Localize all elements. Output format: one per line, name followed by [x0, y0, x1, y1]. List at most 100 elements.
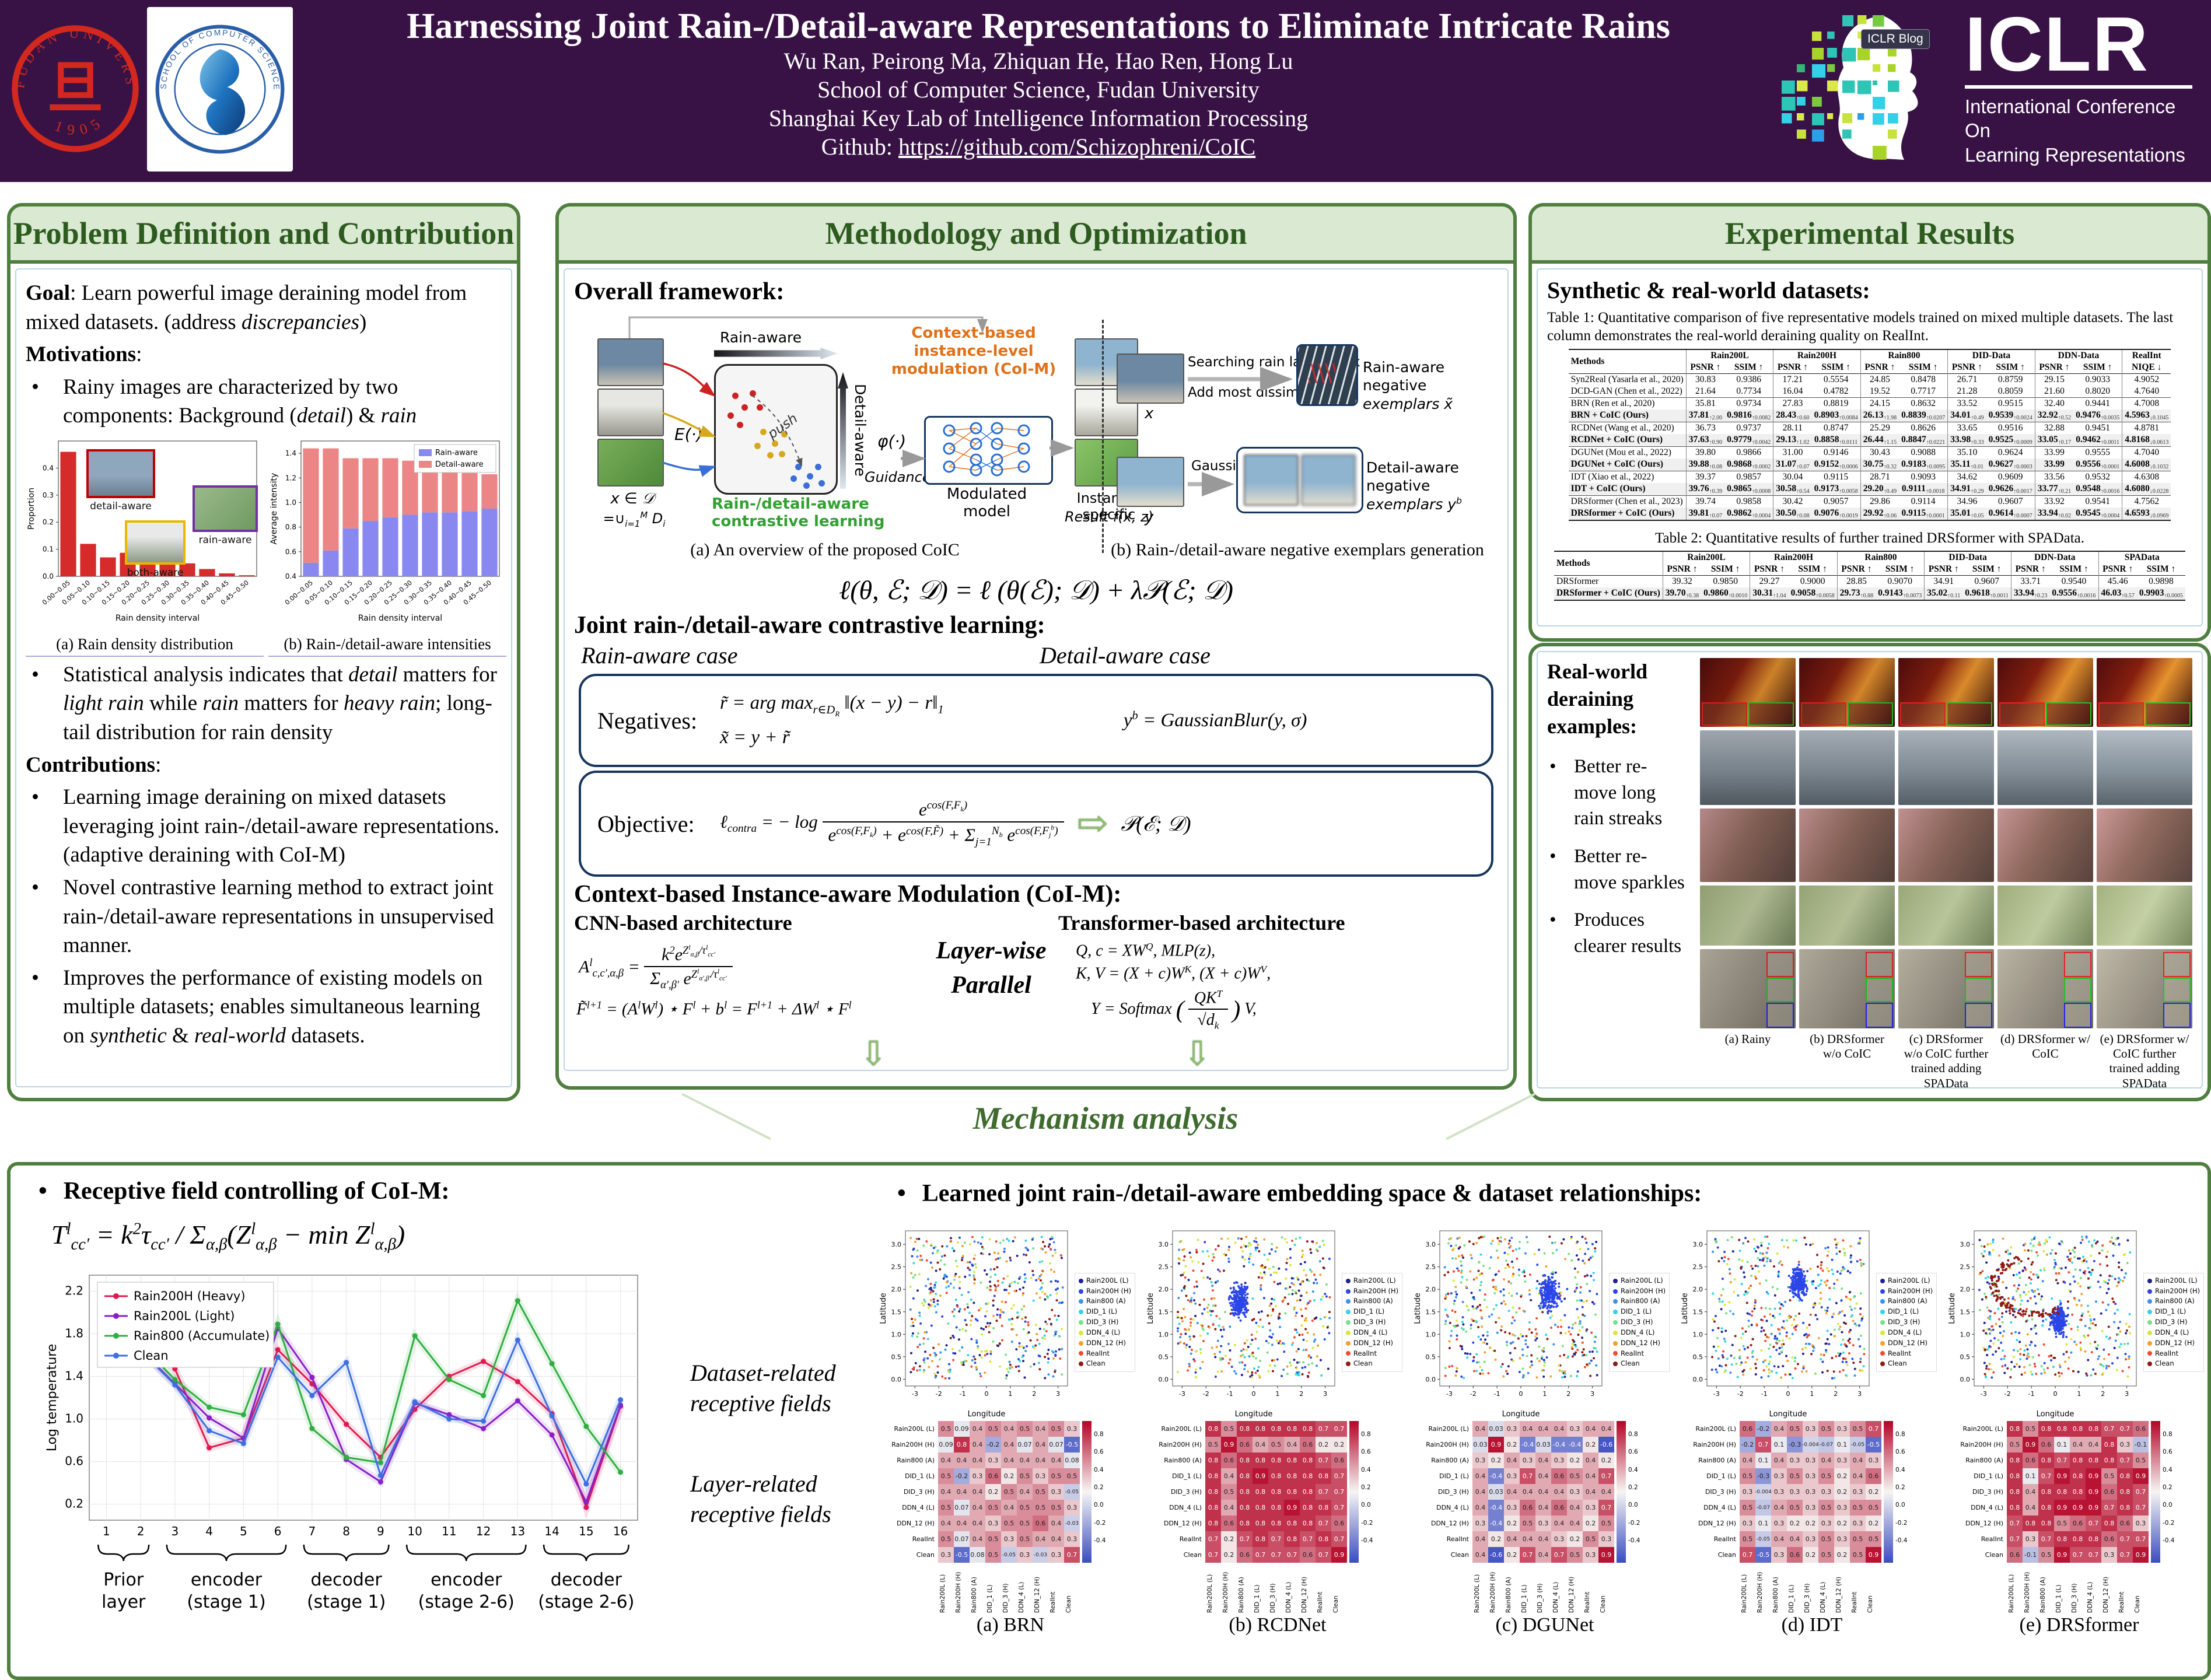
- heatmap-cell: 0.4: [1504, 1531, 1520, 1547]
- colorbar-tick: -0.4: [2163, 1537, 2175, 1545]
- heatmap-cell: 0.5: [1001, 1484, 1017, 1500]
- mosaic-square: [1827, 80, 1838, 92]
- objective-label: Objective:: [597, 810, 695, 837]
- school-seal-swirl: [200, 49, 246, 135]
- heatmap-col-label-text: RealInt: [1851, 1591, 1858, 1613]
- legend-dot: [1880, 1278, 1885, 1283]
- legend-label: DID_3 (H): [1086, 1318, 1119, 1326]
- heatmap-row-label: Rain200L (L): [1695, 1425, 1736, 1433]
- example-image: [1898, 886, 1994, 946]
- heatmap-row: Rain200H (H) 0.09 0.8 0.4 -0.2 0.4 0.07 0.4 0.07…: [879, 1437, 1142, 1452]
- heatmap-cell: 0.9: [1284, 1500, 1300, 1516]
- svg-text:1.5: 1.5: [1693, 1308, 1703, 1316]
- svg-text:0.6: 0.6: [65, 1454, 83, 1468]
- heatmap-cell: 0.3: [1834, 1500, 1850, 1516]
- scatter-legend: Rain200L (L) Rain200H (H) Rain800 (A) DID_1…: [1876, 1272, 1937, 1373]
- legend-label: Rain200H (H): [2155, 1286, 2200, 1295]
- heatmap-cell: 0.4: [1818, 1452, 1834, 1468]
- table-header: SSIM ↑: [1885, 564, 1915, 574]
- table-header: SPAData: [2098, 551, 2186, 564]
- github-link[interactable]: https://github.com/Schizophreni/CoIC: [898, 133, 1256, 160]
- eq-neg-rain-2: x̃ = y + r̃: [720, 726, 790, 748]
- heatmap-row-label: Rain200H (H): [891, 1441, 935, 1448]
- table-header: Rain200L: [1662, 551, 1750, 564]
- value-cell: 39.80: [1685, 446, 1725, 459]
- legend-item: DID_1 (L): [1613, 1307, 1666, 1317]
- heatmap-col-label-text: Rain200H (H): [2024, 1572, 2031, 1613]
- table-row: DGUNet + CoIC (Ours) 39.88↑0.08 0.9868↑0.0…: [1568, 458, 2171, 471]
- heatmap-cell: 0.2: [1583, 1437, 1598, 1452]
- heatmap-row-label: DDN_12 (H): [1430, 1520, 1469, 1527]
- school-logo: SCHOOL OF COMPUTER SCIENCE FUDAN UNIVERS…: [144, 0, 293, 172]
- negatives-detail-eq: yb = GaussianBlur(y, σ): [1123, 709, 1307, 731]
- heatmap-cell: -0.03: [1064, 1516, 1080, 1531]
- value-cell: 4.7640: [2122, 385, 2171, 397]
- value-cell: 0.8747: [1823, 422, 1849, 433]
- legend-dot: [1880, 1362, 1885, 1367]
- example-image: [2097, 886, 2192, 946]
- svg-text:3.0: 3.0: [891, 1241, 902, 1248]
- heatmap-col-label: DID_1 (L): [1787, 1563, 1803, 1613]
- heatmap-cell: 0.3: [985, 1452, 1001, 1468]
- value-cell: 33.94↑0.02: [2034, 507, 2074, 520]
- mosaic-square: [1782, 113, 1792, 124]
- heatmap-col-label-text: Rain200L (L): [939, 1574, 946, 1613]
- rain-aware-gradient-arrow: [714, 348, 838, 359]
- value-cell: 0.9737: [1736, 422, 1761, 433]
- value-cell: 0.9865↑0.0008: [1727, 483, 1771, 495]
- svg-text:3.0: 3.0: [1426, 1241, 1436, 1248]
- heatmap-col-labels: Rain200L (L) Rain200H (H) Rain800 (A) DID_1…: [1146, 1563, 1409, 1613]
- contrastive-learning-line1: Rain-/detail-aware: [712, 495, 869, 513]
- table-header: PSNR ↑: [1750, 563, 1789, 576]
- heatmap-cell: 0.6: [1551, 1468, 1567, 1484]
- heatmap-cell: 0.5: [1818, 1547, 1834, 1563]
- detail-aware-axis-label: Detail-aware: [852, 384, 869, 477]
- heatmap-row: DDN_4 (L) 0.5 0.07 0.4 0.5 0.4 0.5 0.5 0.5 0.3: [879, 1500, 1142, 1516]
- svg-text:-3: -3: [1713, 1390, 1720, 1398]
- legend-item: Clean: [2147, 1359, 2200, 1369]
- heatmap-cell: 0.1: [1771, 1437, 1787, 1452]
- heatmap-colorbar: 0.8 0.6 0.4 0.2 0.0 -0.2 -0.4: [1082, 1421, 1106, 1563]
- heatmap-cell: 0.5: [1818, 1421, 1834, 1437]
- heatmap-cell: -0.4: [1520, 1437, 1535, 1452]
- heatmap-row: DDN_12 (H) 0.8 0.6 0.8 0.8 0.8 0.8 0.8 0.7 0.6: [1146, 1516, 1409, 1531]
- svg-text:1: 1: [2077, 1390, 2081, 1398]
- value-cell: 0.9624: [1997, 447, 2023, 457]
- legend-label: Rain200L (L): [1888, 1276, 1930, 1284]
- legend-dot: [1346, 1310, 1351, 1315]
- example-image: [1799, 730, 1895, 805]
- heatmap-cell: 0.4: [1583, 1468, 1598, 1484]
- zoom-inset-red: [1900, 702, 1946, 726]
- zoom-inset-green: [2144, 702, 2191, 726]
- heatmap-cell: 0.9: [1253, 1468, 1268, 1484]
- value-cell: 0.9816↑0.0082: [1727, 410, 1771, 421]
- legend-label: Clean: [1621, 1359, 1640, 1368]
- dataset-relationship-heatmap: Rain200L (L) 0.8 0.5 0.8 0.8 0.8 0.8 0.8 0.7 0.7 R…: [1146, 1421, 1409, 1613]
- legend-label: Rain800 (A): [1086, 1297, 1126, 1306]
- iclr-logo-head: ICLR Blog: [1773, 4, 1959, 176]
- heatmap-cell: 0.7: [2117, 1421, 2133, 1437]
- embedding-scatter-svg: -3 -2 -1 0 1 2 3 0.0 0.5 1.0 1.5 2.0 2.5 3.0 Longitude…: [1414, 1230, 1603, 1419]
- heatmap-cell: 0.4: [1535, 1500, 1551, 1516]
- heatmap-cell: 0.8: [1300, 1468, 1316, 1484]
- heatmap-cell: -0.004: [1755, 1484, 1772, 1500]
- legend-label: RealInt: [2155, 1349, 2178, 1357]
- legend-label: DDN_12 (H): [1888, 1338, 1927, 1347]
- svg-text:0: 0: [1519, 1390, 1523, 1398]
- heatmap-cell: 0.6: [1331, 1452, 1347, 1468]
- heatmap-col-label-text: DID_3 (H): [1002, 1583, 1009, 1613]
- mosaic-square: [1797, 97, 1806, 106]
- datasets-heading: Synthetic & real-world datasets:: [1547, 277, 1870, 303]
- value-cell: 0.8626: [1911, 422, 1936, 433]
- table-header: Rain800: [1836, 551, 1925, 564]
- svg-text:0.8: 0.8: [285, 523, 296, 531]
- scatter-row: -3 -2 -1 0 1 2 3 0.0 0.5 1.0 1.5 2.0 2.5 3.0 Longitude…: [879, 1226, 1142, 1419]
- heatmap-corner: [879, 1563, 938, 1613]
- heatmap-row-label: DDN_12 (H): [1698, 1520, 1736, 1527]
- heatmap-cell: 0.3: [1504, 1500, 1520, 1516]
- heatmap-cell: 0.4: [1253, 1437, 1268, 1452]
- heatmap-row-label: DDN_12 (H): [1163, 1520, 1202, 1527]
- heatmap-col-label: Rain200H (H): [1755, 1563, 1771, 1613]
- heatmap-cell: 0.4: [1771, 1421, 1787, 1437]
- heatmap-cell: 0.3: [1064, 1421, 1080, 1437]
